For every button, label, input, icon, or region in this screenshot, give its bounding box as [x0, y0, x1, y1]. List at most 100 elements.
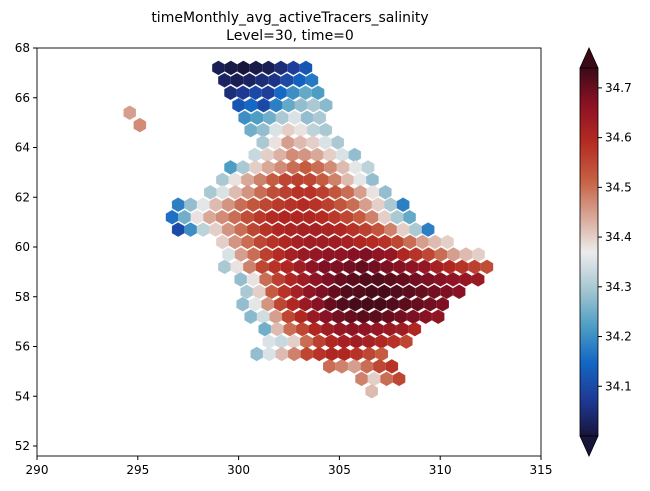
- salinity-cell: [346, 272, 360, 287]
- salinity-cell: [278, 209, 291, 225]
- colorbar-tick-label: 34.3: [605, 280, 632, 294]
- salinity-cell: [371, 272, 385, 287]
- salinity-cell: [232, 97, 245, 113]
- salinity-cell: [291, 234, 304, 250]
- salinity-cell: [333, 321, 347, 337]
- salinity-cell: [359, 247, 373, 262]
- salinity-cell: [359, 272, 372, 287]
- salinity-cell: [318, 259, 331, 275]
- salinity-cell: [419, 309, 432, 324]
- salinity-cell: [353, 209, 366, 225]
- salinity-cell: [250, 110, 264, 125]
- salinity-cell: [268, 73, 281, 88]
- salinity-cell: [335, 359, 349, 374]
- salinity-cell: [384, 197, 397, 212]
- salinity-cell: [216, 185, 230, 200]
- salinity-cell: [373, 359, 386, 374]
- salinity-cell: [409, 222, 422, 237]
- salinity-cell: [377, 284, 391, 300]
- salinity-cell: [321, 272, 335, 287]
- salinity-cell: [386, 296, 399, 312]
- salinity-cell: [269, 135, 282, 150]
- salinity-cell: [340, 209, 354, 225]
- salinity-cell: [330, 259, 344, 275]
- salinity-cell: [390, 209, 404, 225]
- salinity-cell: [471, 272, 485, 287]
- salinity-cell: [378, 234, 392, 250]
- colorbar-gradient: [579, 67, 599, 437]
- salinity-cell: [282, 97, 295, 113]
- salinity-cell: [280, 259, 294, 275]
- salinity-cell: [178, 209, 191, 225]
- x-tick-label: 310: [429, 463, 452, 477]
- salinity-cell: [431, 309, 445, 324]
- salinity-cell: [240, 209, 254, 225]
- salinity-cell: [396, 197, 410, 212]
- x-tick-310: 310: [429, 456, 452, 477]
- salinity-cell: [283, 321, 297, 337]
- y-tick-64: 64: [15, 141, 37, 155]
- y-tick-label: 68: [15, 41, 30, 55]
- salinity-cell: [334, 247, 348, 262]
- salinity-cell: [234, 197, 247, 212]
- salinity-cell: [315, 284, 328, 300]
- salinity-cell: [392, 371, 406, 387]
- salinity-cell: [253, 234, 267, 250]
- salinity-cell: [398, 296, 412, 312]
- salinity-cell: [287, 60, 300, 76]
- salinity-cell: [334, 222, 347, 237]
- colorbar-tick-label: 34.7: [605, 81, 632, 95]
- salinity-cell: [240, 284, 253, 300]
- salinity-cell: [403, 234, 417, 250]
- salinity-cell: [263, 110, 276, 125]
- salinity-cell: [296, 197, 310, 212]
- salinity-cell: [341, 234, 354, 250]
- salinity-cell: [236, 160, 250, 175]
- salinity-cell: [371, 197, 385, 212]
- salinity-cell: [308, 321, 322, 337]
- y-tick-label: 60: [15, 240, 30, 254]
- salinity-cell: [334, 272, 347, 287]
- salinity-cell: [315, 209, 329, 225]
- salinity-cell: [421, 222, 435, 237]
- salinity-cell: [472, 247, 485, 262]
- salinity-cell: [411, 296, 424, 312]
- salinity-cell: [253, 209, 266, 225]
- salinity-cell: [293, 73, 306, 88]
- salinity-cell: [311, 85, 325, 101]
- salinity-cell: [340, 284, 353, 300]
- chart-subtitle: Level=30, time=0: [226, 28, 354, 44]
- salinity-cell: [291, 185, 305, 200]
- salinity-cell: [306, 135, 320, 150]
- salinity-cell: [259, 272, 272, 287]
- salinity-cell: [355, 259, 369, 275]
- salinity-cell: [384, 222, 397, 237]
- salinity-cell: [371, 321, 384, 337]
- y-tick-54: 54: [15, 389, 37, 403]
- salinity-cell: [384, 272, 397, 287]
- salinity-cell: [396, 222, 410, 237]
- salinity-cell: [229, 185, 242, 200]
- salinity-cell: [234, 222, 247, 237]
- salinity-cell: [249, 60, 263, 76]
- salinity-cell: [309, 247, 323, 262]
- salinity-cell: [383, 321, 397, 337]
- salinity-cell: [259, 247, 273, 262]
- salinity-cell: [305, 73, 319, 88]
- salinity-cells: [123, 60, 494, 399]
- salinity-cell: [366, 185, 380, 200]
- salinity-cell: [355, 371, 368, 387]
- salinity-cell: [361, 160, 375, 175]
- colorbar-tick-label: 34.2: [605, 330, 632, 344]
- salinity-cell: [243, 259, 256, 275]
- salinity-cell: [278, 234, 292, 250]
- salinity-cell: [396, 321, 409, 337]
- salinity-cell: [322, 247, 335, 262]
- y-tick-label: 54: [15, 389, 30, 403]
- salinity-cell: [296, 222, 310, 237]
- salinity-cell: [368, 259, 381, 275]
- salinity-cell: [422, 247, 435, 262]
- salinity-cell: [296, 321, 309, 337]
- plot-frame: [36, 47, 542, 457]
- salinity-cell: [284, 197, 297, 212]
